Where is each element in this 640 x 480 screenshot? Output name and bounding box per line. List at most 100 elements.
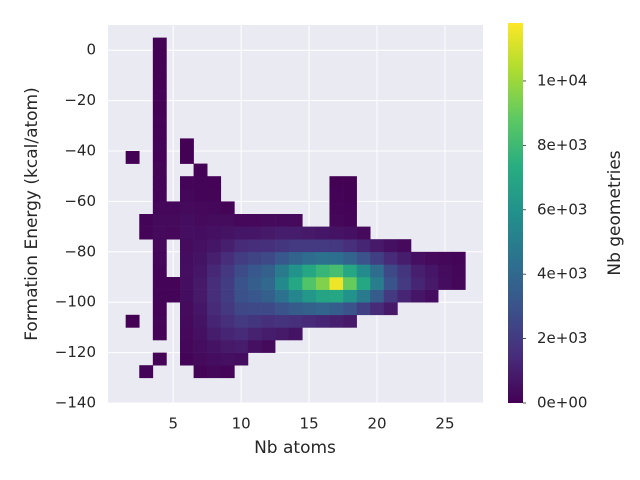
heatmap-cell <box>343 289 357 303</box>
colorbar-tick-label: 2e+03 <box>537 329 587 347</box>
colorbar-label: Nb geometries <box>605 150 625 275</box>
y-tick-label: −140 <box>55 394 96 412</box>
heatmap-cell <box>207 201 222 215</box>
heatmap-cell <box>234 327 249 341</box>
heatmap-cell <box>207 214 222 227</box>
heatmap-cell <box>329 289 344 303</box>
heatmap-cell <box>275 251 290 265</box>
heatmap-cell <box>329 264 344 278</box>
heatmap-cell <box>329 302 344 316</box>
heatmap-cell <box>207 289 222 303</box>
heatmap-cell <box>343 314 357 328</box>
heatmap-cell <box>234 239 249 253</box>
heatmap-cell <box>193 314 208 328</box>
heatmap-cell <box>275 327 290 341</box>
y-tick-label: 0 <box>86 41 96 59</box>
heatmap-cell <box>220 277 235 290</box>
heatmap-cell <box>329 226 344 240</box>
heatmap-cell <box>220 365 235 379</box>
heatmap-cell <box>261 327 276 341</box>
heatmap-cell <box>220 201 235 215</box>
heatmap-cell <box>288 277 303 290</box>
heatmap-cell <box>302 226 317 240</box>
heatmap-cell <box>410 251 425 265</box>
heatmap-cell <box>152 37 167 51</box>
heatmap-cell <box>193 352 208 366</box>
heatmap-cell <box>207 302 222 316</box>
heatmap-cell <box>370 277 385 290</box>
colorbar-tick-label: 4e+03 <box>537 265 587 283</box>
heatmap-cell <box>207 264 222 278</box>
heatmap-cell <box>261 277 276 290</box>
heatmap-cell <box>261 226 276 240</box>
heatmap-cell <box>180 289 194 303</box>
heatmap-cell <box>193 289 208 303</box>
heatmap-cell <box>166 214 181 227</box>
heatmap-cell <box>166 226 181 240</box>
heatmap-cell <box>180 340 194 353</box>
heatmap-cell <box>193 251 208 265</box>
heatmap-cell <box>166 289 181 303</box>
heatmap-cell <box>275 214 290 227</box>
heatmap-cell <box>234 302 249 316</box>
heatmap-cell <box>247 340 262 353</box>
heatmap-cell <box>220 302 235 316</box>
heatmap-cell <box>220 251 235 265</box>
heatmap-cell <box>207 327 222 341</box>
heatmap-cell <box>275 314 290 328</box>
y-tick-label: −20 <box>64 91 96 109</box>
colorbar-tick-label: 6e+03 <box>537 200 587 218</box>
heatmap-cell <box>383 264 398 278</box>
heatmap-cell <box>261 214 276 227</box>
heatmap-cell <box>343 239 357 253</box>
heatmap-cell <box>152 302 167 316</box>
heatmap-cell <box>234 277 249 290</box>
heatmap-cell <box>247 251 262 265</box>
heatmap-cell <box>152 163 167 177</box>
heatmap-cell <box>207 277 222 290</box>
heatmap-cell <box>343 201 357 215</box>
x-tick-label: 15 <box>300 415 319 433</box>
heatmap-cell <box>370 251 385 265</box>
heatmap-cell <box>220 314 235 328</box>
colorbar-tick-label: 1e+04 <box>537 71 587 89</box>
colorbar <box>508 23 523 403</box>
heatmap-cell <box>247 277 262 290</box>
heatmap-cell <box>180 302 194 316</box>
heatmap-cell <box>193 264 208 278</box>
heatmap-cell <box>180 264 194 278</box>
heatmap-cell <box>193 302 208 316</box>
heatmap-cell <box>356 264 371 278</box>
heatmap-cell <box>152 138 167 152</box>
heatmap-cell <box>424 264 439 278</box>
heatmap-cell <box>125 151 140 164</box>
heatmap-cell <box>397 289 412 303</box>
heatmap-cell <box>193 340 208 353</box>
heatmap-cell <box>288 251 303 265</box>
heatmap-cell <box>315 251 330 265</box>
heatmap-cell <box>193 327 208 341</box>
heatmap-cell <box>343 214 357 227</box>
heatmap-cell <box>302 314 317 328</box>
heatmap-cell <box>424 289 439 303</box>
heatmap-cell <box>125 314 140 328</box>
heatmap-cell <box>329 239 344 253</box>
heatmap-cell <box>356 277 371 290</box>
heatmap-cell <box>247 214 262 227</box>
heatmap-cell <box>356 251 371 265</box>
colorbar-tick-label: 0e+00 <box>537 394 587 412</box>
heatmap-cell <box>315 239 330 253</box>
heatmap-cell <box>152 352 167 366</box>
heatmap-cell <box>152 151 167 164</box>
x-tick-label: 25 <box>435 415 454 433</box>
heatmap-cell <box>451 277 466 290</box>
heatmap-cell <box>207 352 222 366</box>
heatmap-cell <box>275 226 290 240</box>
heatmap-cell <box>247 289 262 303</box>
heatmap-cell <box>261 239 276 253</box>
heatmap-cell <box>180 188 194 202</box>
heatmap-cell <box>315 264 330 278</box>
heatmap-cell <box>343 302 357 316</box>
heatmap-cell <box>288 239 303 253</box>
heatmap-cell <box>261 264 276 278</box>
